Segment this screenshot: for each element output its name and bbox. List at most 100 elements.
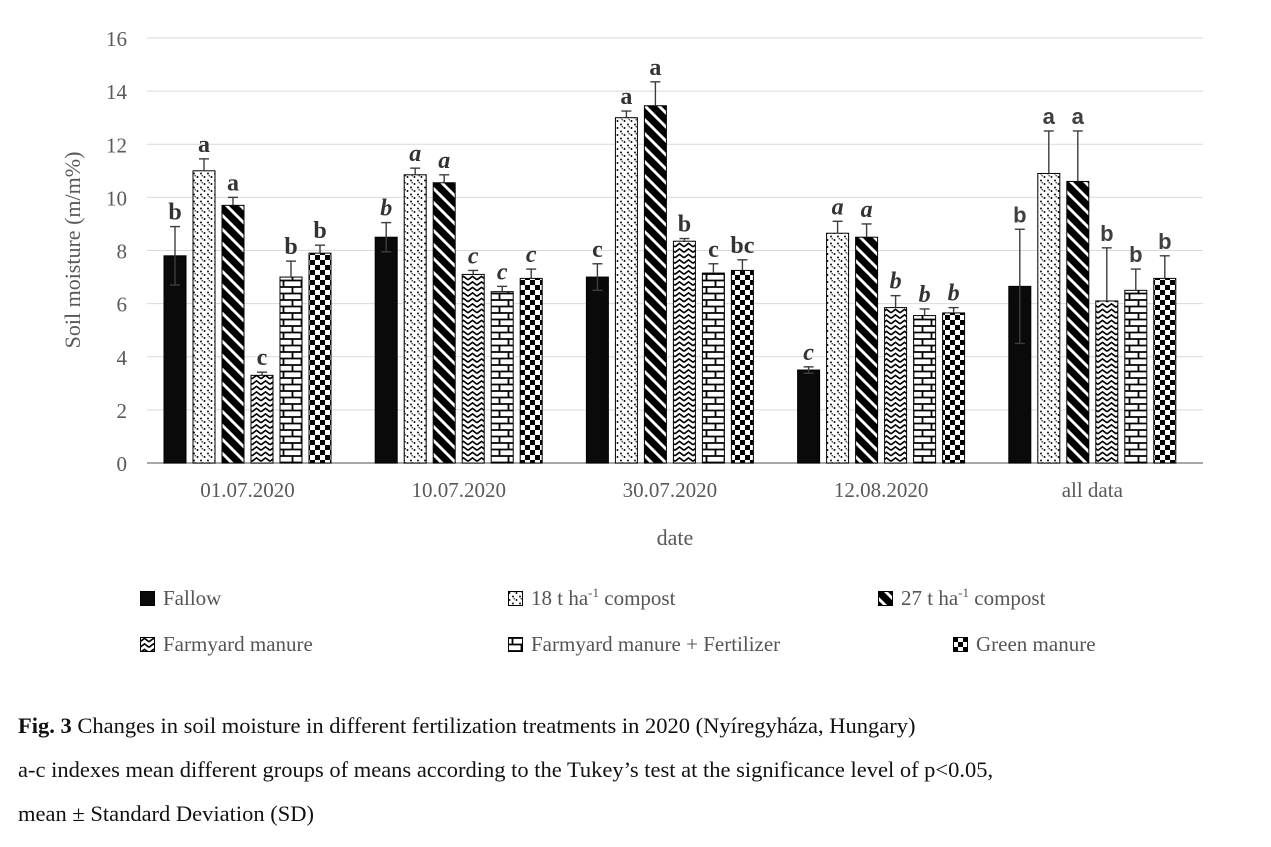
error-bar xyxy=(948,306,959,313)
error-bar xyxy=(803,366,814,374)
x-tick-label: 10.07.2020 xyxy=(411,478,506,502)
bar-checker-30.07.2020 xyxy=(730,269,754,464)
y-tick-label: 10 xyxy=(106,186,127,210)
error-bar xyxy=(526,268,537,279)
bar-wave-30.07.2020 xyxy=(672,240,696,464)
bar-dots-30.07.2020 xyxy=(614,117,638,464)
significance-letter: c xyxy=(257,345,268,371)
bar-dots-all data xyxy=(1037,172,1061,464)
caption-line-2: a-c indexes mean different groups of mea… xyxy=(18,757,994,782)
significance-letter: b xyxy=(890,269,902,295)
figure-number: Fig. 3 xyxy=(18,713,72,738)
legend-label: Green manure xyxy=(976,632,1096,656)
legend-item-solid: Fallow xyxy=(140,586,221,611)
significance-letter: bc xyxy=(730,233,754,259)
figure-caption: Fig. 3 Changes in soil moisture in diffe… xyxy=(18,712,1248,844)
legend-item-diag: 27 t ha-1 compost xyxy=(878,586,1045,611)
legend-label: Fallow xyxy=(163,586,222,610)
significance-letter: a xyxy=(620,84,632,110)
error-bar xyxy=(919,308,930,316)
significance-letter: b xyxy=(284,234,297,260)
bar-dots-12.08.2020 xyxy=(826,232,850,464)
significance-letter: b xyxy=(1129,242,1142,267)
bar-wave-all data xyxy=(1095,300,1119,464)
significance-letter: a xyxy=(409,141,421,167)
legend-swatch-brick-icon xyxy=(508,637,523,652)
bar-brick-01.07.2020 xyxy=(279,276,303,464)
x-tick-label: 30.07.2020 xyxy=(623,478,718,502)
error-bar xyxy=(199,158,209,171)
significance-letter: a xyxy=(861,197,873,223)
y-tick-label: 16 xyxy=(106,27,127,51)
legend-swatch-rect xyxy=(508,591,523,606)
significance-letter: c xyxy=(468,243,479,269)
error-bar xyxy=(315,244,325,254)
legend-swatch-rect xyxy=(140,591,155,606)
superscript: -1 xyxy=(958,585,969,600)
error-bar xyxy=(592,263,603,292)
y-tick-label: 12 xyxy=(106,133,127,157)
significance-letter: a xyxy=(649,55,661,81)
significance-letter: c xyxy=(708,237,719,263)
bar-solid-10.07.2020 xyxy=(374,236,398,464)
error-bar xyxy=(1043,130,1054,174)
superscript: -1 xyxy=(588,585,599,600)
error-bar xyxy=(1130,268,1141,291)
bar-checker-12.08.2020 xyxy=(942,312,966,464)
legend-swatch-rect xyxy=(508,637,523,652)
caption-line-1: Fig. 3 Changes in soil moisture in diffe… xyxy=(18,712,1248,739)
bar-wave-10.07.2020 xyxy=(461,273,485,464)
legend-swatch-dots-icon xyxy=(508,591,523,606)
bar-checker-all data xyxy=(1153,277,1177,464)
caption-title-text: Changes in soil moisture in different fe… xyxy=(71,713,916,738)
significance-letter: a xyxy=(1072,104,1085,129)
significance-letter: c xyxy=(592,237,603,263)
bar-diag-01.07.2020 xyxy=(221,204,245,464)
x-axis-title: date xyxy=(657,525,694,550)
legend-item-wave: Farmyard manure xyxy=(140,632,313,657)
significance-letter: c xyxy=(497,259,508,285)
error-bar xyxy=(381,221,392,253)
legend-item-brick: Farmyard manure + Fertilizer xyxy=(508,632,780,657)
error-bar xyxy=(650,81,661,106)
significance-letter: c xyxy=(526,242,537,268)
significance-letter: b xyxy=(168,200,181,226)
legend-label: 27 t ha-1 compost xyxy=(901,585,1046,610)
x-tick-label: 01.07.2020 xyxy=(200,478,295,502)
bar-checker-01.07.2020 xyxy=(308,252,332,464)
legend-swatch-checker-icon xyxy=(953,637,968,652)
error-bar xyxy=(679,237,690,242)
y-tick-label: 8 xyxy=(117,240,128,264)
x-tick-label: 12.08.2020 xyxy=(834,478,929,502)
error-bar xyxy=(1101,247,1112,301)
error-bar xyxy=(890,294,901,308)
legend-item-checker: Green manure xyxy=(953,632,1096,657)
bar-diag-30.07.2020 xyxy=(643,105,667,464)
significance-letter: b xyxy=(1158,229,1171,254)
legend-swatch-rect xyxy=(878,591,893,606)
legend-swatch-diag-icon xyxy=(878,591,893,606)
significance-letter: a xyxy=(227,170,239,196)
significance-letter: b xyxy=(919,282,931,308)
significance-letter: c xyxy=(803,340,814,366)
bar-diag-10.07.2020 xyxy=(432,182,456,464)
bar-brick-10.07.2020 xyxy=(490,291,514,464)
significance-letter: b xyxy=(1100,221,1113,246)
soil-moisture-bar-chart: 0 2 4 6 8 10 12 14 16 Soil moisture (m/m%) 01.07.2… xyxy=(60,27,1203,550)
significance-letter: a xyxy=(832,194,844,220)
error-bar xyxy=(286,260,296,278)
bar-brick-12.08.2020 xyxy=(913,315,937,464)
error-bar xyxy=(861,223,872,238)
bar-solid-12.08.2020 xyxy=(797,369,821,464)
y-axis-title: Soil moisture (m/m%) xyxy=(60,152,85,349)
bar-dots-01.07.2020 xyxy=(192,170,216,464)
error-bar xyxy=(257,371,267,376)
significance-letter: b xyxy=(678,212,691,238)
legend-label: 18 t ha-1 compost xyxy=(531,585,676,610)
error-bar xyxy=(228,196,238,206)
significance-letter: a xyxy=(438,148,450,174)
y-tick-label: 0 xyxy=(117,452,128,476)
error-bar xyxy=(708,263,719,274)
y-tick-label: 14 xyxy=(106,80,128,104)
significance-letter: a xyxy=(198,132,210,158)
